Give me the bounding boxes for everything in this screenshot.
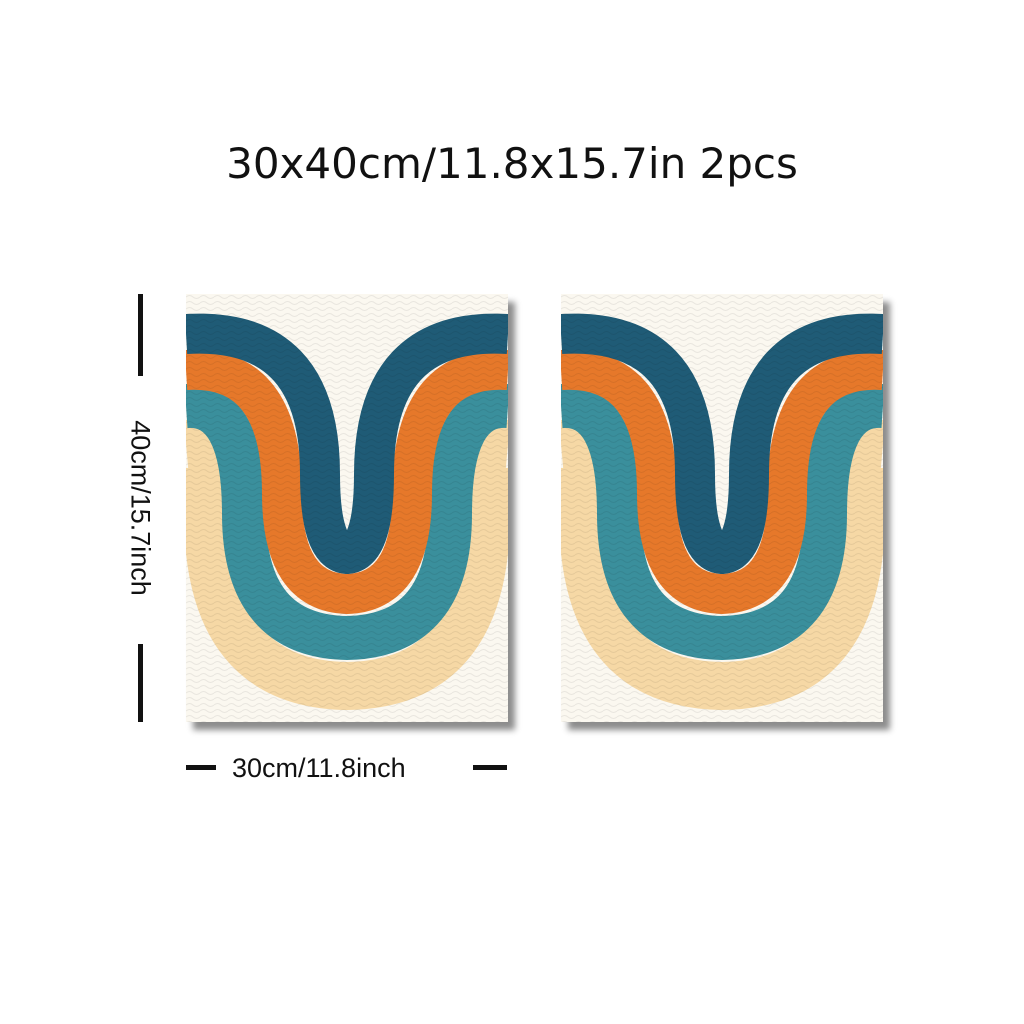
- canvas-panel-left: [186, 294, 508, 722]
- width-dimension-line-right: [473, 765, 507, 770]
- width-dimension-label: 30cm/11.8inch: [232, 753, 406, 783]
- height-dimension-label: 40cm/15.7inch: [125, 420, 156, 596]
- canvas-panel-right: [561, 294, 883, 722]
- wave-artwork-left: [186, 294, 508, 722]
- height-dimension-line-top: [138, 294, 143, 376]
- page-title: 30x40cm/11.8x15.7in 2pcs: [226, 139, 798, 188]
- height-dimension-line-bottom: [138, 644, 143, 722]
- width-dimension-line-left: [186, 765, 216, 770]
- wave-artwork-right: [561, 294, 883, 722]
